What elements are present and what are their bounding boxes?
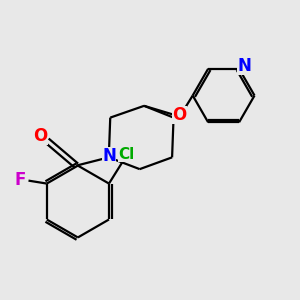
Text: O: O bbox=[172, 106, 187, 124]
Text: N: N bbox=[102, 147, 116, 165]
Text: N: N bbox=[237, 57, 251, 75]
Text: Cl: Cl bbox=[118, 147, 135, 162]
Text: O: O bbox=[33, 127, 48, 145]
Text: F: F bbox=[15, 171, 26, 189]
